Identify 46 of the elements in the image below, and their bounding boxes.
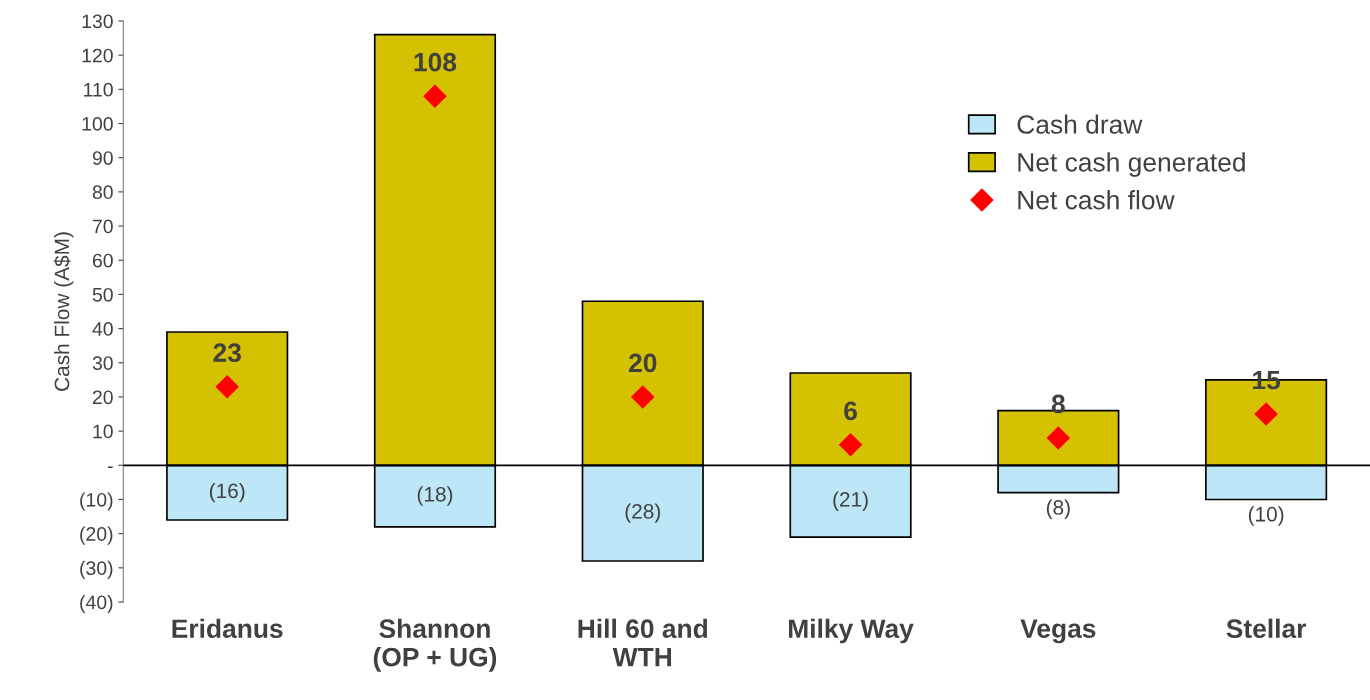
data-label: 20 — [629, 353, 657, 373]
y-tick-label: 10 — [93, 424, 113, 439]
y-tick-label: (30) — [80, 560, 113, 579]
x-tick-label: Shannon (OP + UG) — [373, 618, 497, 672]
y-tick-label: 130 — [82, 14, 113, 29]
y-tick-label: 20 — [92, 390, 113, 405]
data-label: (18) — [417, 486, 453, 506]
x-tick-label: Vegas — [1020, 619, 1096, 644]
y-tick-label: (40) — [80, 594, 113, 614]
point — [423, 84, 447, 108]
y-tick-label: 120 — [82, 48, 113, 63]
point — [839, 433, 863, 457]
y-tick-label: 70 — [92, 219, 113, 234]
point — [1046, 426, 1070, 450]
data-label: (16) — [209, 482, 245, 503]
y-tick-label: 30 — [92, 356, 113, 370]
y-tick-label: (10) — [80, 492, 113, 511]
x-tick-label: Eridanus — [172, 618, 283, 639]
data-label: 15 — [1253, 370, 1281, 390]
point — [1254, 402, 1278, 426]
data-label: (28) — [625, 503, 660, 523]
data-label: 8 — [1051, 394, 1065, 414]
y-tick-label: 80 — [92, 185, 113, 200]
data-label: 23 — [213, 343, 241, 363]
x-tick-label: Hill 60 and WTH — [578, 618, 708, 667]
legend-label: Cash draw — [1017, 114, 1143, 134]
y-tick-label: 60 — [92, 253, 113, 268]
x-tick-label: Stellar — [1226, 618, 1307, 639]
data-label: 6 — [844, 401, 857, 421]
legend-label: Net cash flow — [1018, 190, 1175, 210]
y-tick-label: 100 — [82, 117, 113, 131]
y-tick-label: 110 — [84, 82, 113, 97]
y-axis-title: Cash Flow (A$M) — [53, 232, 74, 391]
data-label: 108 — [414, 52, 457, 72]
y-tick-label: (20) — [80, 526, 113, 545]
point — [215, 375, 239, 399]
y-tick-label: - — [107, 466, 113, 468]
x-tick-label: Milky Way — [789, 618, 914, 644]
data-label: (8) — [1046, 499, 1070, 519]
data-label: (21) — [833, 491, 868, 511]
y-tick-label: 40 — [92, 322, 113, 336]
y-tick-label: 50 — [92, 287, 113, 302]
point — [631, 385, 655, 409]
legend-label: Net cash generated — [1018, 152, 1245, 177]
y-tick-label: 90 — [92, 151, 113, 165]
data-label: (10) — [1248, 506, 1284, 526]
